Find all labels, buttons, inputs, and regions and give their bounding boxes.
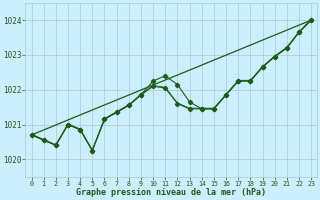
X-axis label: Graphe pression niveau de la mer (hPa): Graphe pression niveau de la mer (hPa) bbox=[76, 188, 266, 197]
